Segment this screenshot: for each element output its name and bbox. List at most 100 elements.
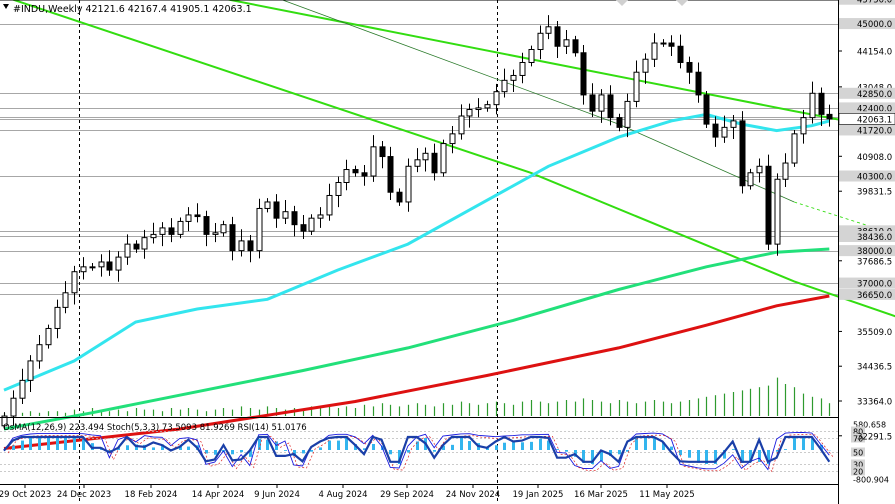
candle-body: [765, 165, 772, 245]
candle-body: [633, 71, 640, 102]
candle-body: [826, 113, 833, 120]
date-label: 29 Sep 2024: [380, 490, 434, 500]
candle-body: [247, 240, 254, 252]
indicator-scale-label: 80: [853, 428, 863, 437]
top-right-markers: [616, 0, 688, 6]
level-label-box: [839, 230, 895, 242]
candle-body: [256, 207, 263, 252]
price-tick-label: 32291.5: [857, 432, 892, 442]
candle-body: [203, 216, 210, 235]
level-label-box: [839, 288, 895, 300]
candle-body: [396, 191, 403, 203]
candle-body: [27, 360, 34, 381]
candle-body: [264, 201, 271, 209]
candle-body: [36, 344, 43, 362]
candle-body: [501, 79, 508, 93]
candle-body: [580, 52, 587, 96]
candle-body: [229, 224, 236, 252]
level-label: 45750.0: [857, 0, 892, 6]
candle-body: [624, 100, 631, 128]
candle-body: [686, 61, 693, 73]
candle-body: [458, 115, 465, 135]
candle-body: [528, 49, 535, 63]
candle-body: [177, 220, 184, 235]
date-label: 18 Feb 2024: [125, 490, 178, 500]
level-label: 40300.0: [857, 173, 892, 183]
candle-body: [466, 109, 473, 117]
candle-body: [124, 243, 131, 258]
date-label: 9 Jun 2024: [254, 490, 300, 500]
candle-body: [212, 232, 219, 235]
price-axis: 44154.043048.040908.039831.537686.535509…: [838, 0, 895, 442]
ma-fast-line: [3, 112, 830, 392]
price-tick-label: 33364.0: [857, 398, 892, 408]
header-bar: #INDU,Weekly 42121.6 42167.4 41905.1 420…: [3, 4, 252, 15]
candle-body: [106, 261, 113, 271]
candle-body: [651, 42, 658, 60]
candle-body: [291, 211, 298, 226]
candle-body: [563, 39, 570, 47]
candle-body: [721, 126, 728, 138]
candle-body: [335, 182, 342, 196]
candle-body: [475, 107, 482, 111]
candle-body: [185, 214, 192, 222]
candle-body: [800, 117, 807, 135]
date-label: 24 Nov 2024: [446, 490, 500, 500]
date-separators: [79, 0, 498, 504]
date-label: 29 Oct 2023: [0, 490, 51, 500]
candle-body: [695, 71, 702, 96]
moving-averages: [3, 112, 830, 450]
candle-body: [62, 292, 69, 308]
candle-body: [326, 194, 333, 216]
candle-body: [510, 74, 517, 81]
indicator-scale-label: -800.904: [853, 476, 889, 485]
candle-body: [317, 214, 324, 219]
candle-body: [774, 178, 781, 245]
candle-body: [273, 201, 280, 219]
candle-body: [238, 240, 245, 252]
candle-body: [343, 169, 350, 184]
candle-body: [616, 117, 623, 128]
level-label-box: [839, 277, 895, 289]
candle-body: [484, 104, 491, 109]
candle-body: [712, 123, 719, 138]
candle-body: [159, 227, 166, 235]
candle-body: [589, 94, 596, 112]
indicator-scale-label: 20: [853, 468, 863, 477]
candle-body: [747, 172, 754, 187]
price-tick-label: 37686.5: [857, 257, 892, 267]
candles: [1, 15, 833, 430]
level-label: 45000.0: [857, 20, 892, 30]
level-label-box: [839, 102, 895, 114]
upper-trend-line: [225, 0, 895, 132]
dropdown-arrow-icon[interactable]: [3, 4, 9, 9]
candle-body: [71, 271, 78, 294]
candle-body: [730, 120, 737, 128]
candle-body: [572, 39, 579, 54]
candle-body: [54, 306, 61, 329]
level-label-box: [839, 0, 895, 5]
candle-body: [703, 94, 710, 125]
level-lines: [0, 24, 838, 295]
candle-body: [449, 133, 456, 145]
candle-body: [133, 243, 140, 250]
level-label-box: [839, 225, 895, 237]
price-tick-label: 34436.5: [857, 363, 892, 373]
rsi-line: [3, 435, 831, 464]
candle-body: [554, 26, 561, 47]
level-label: 38436.0: [857, 233, 892, 243]
current-price-box: [838, 113, 895, 125]
indicator-scale-label: 580.658: [853, 421, 886, 430]
volume-bars: [3, 377, 831, 416]
candle-body: [19, 379, 26, 399]
ma-mid-line: [3, 247, 830, 431]
candle-body: [782, 162, 789, 180]
candle-body: [642, 58, 649, 73]
level-label: 37000.0: [857, 280, 892, 290]
candle-body: [493, 91, 500, 106]
candle-body: [809, 92, 816, 119]
level-label: 42850.0: [857, 90, 892, 100]
